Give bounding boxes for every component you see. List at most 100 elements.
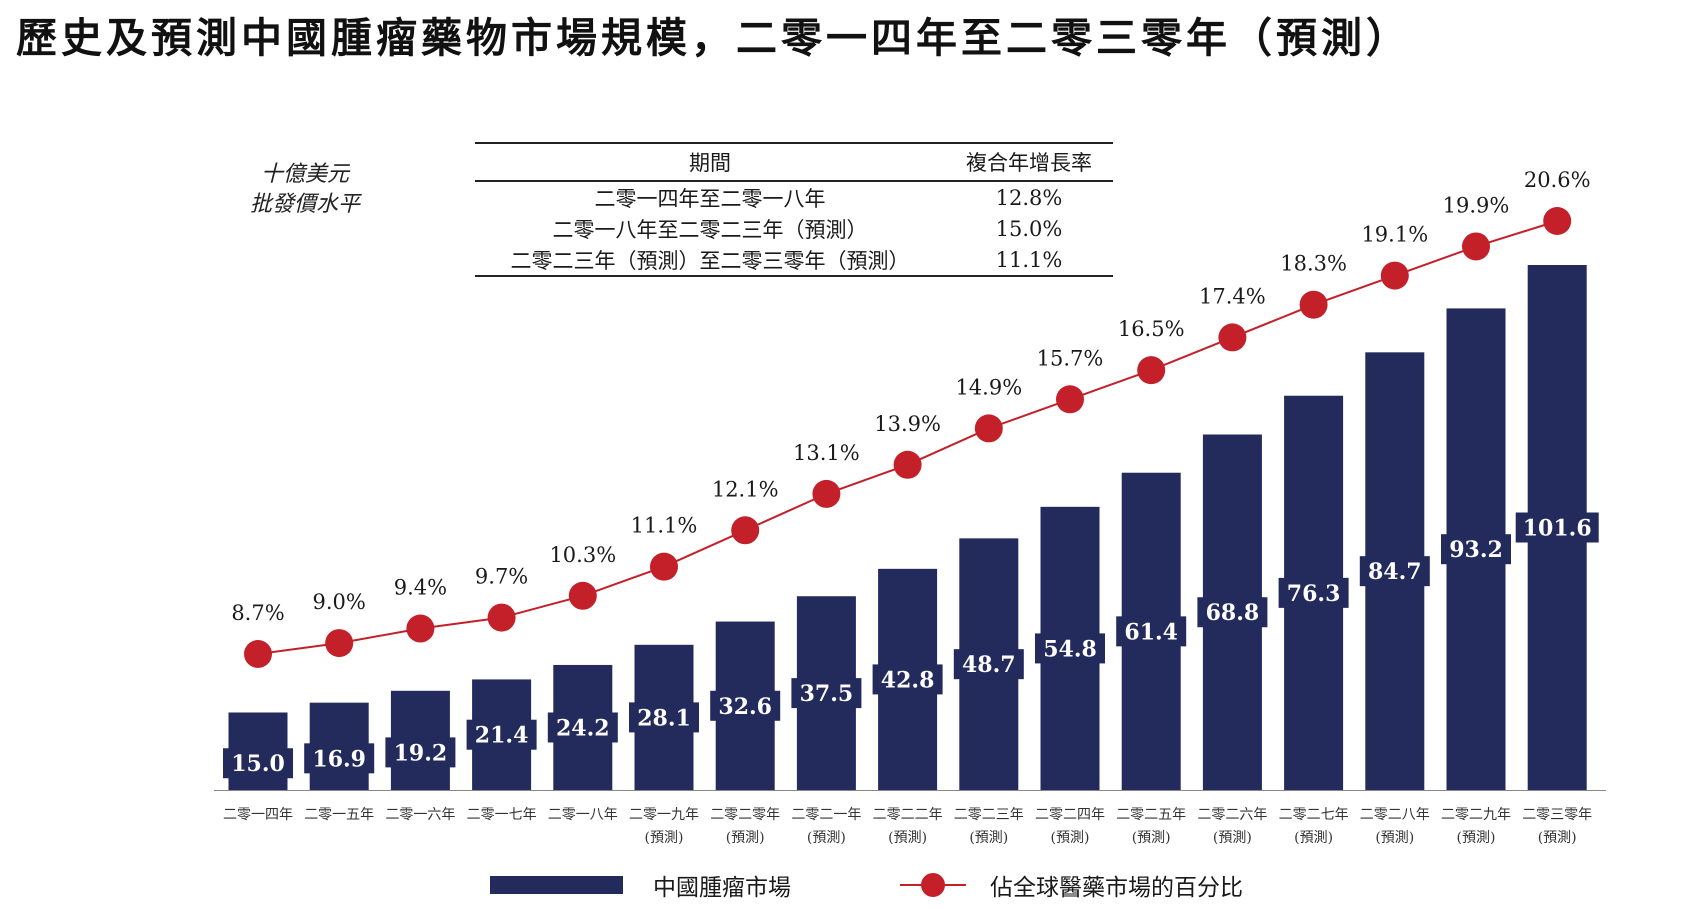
cagr-rate-cell: 15.0%	[995, 216, 1063, 241]
bar-value-label: 76.3	[1287, 581, 1341, 607]
cagr-table-header: 期間 複合年增長率	[475, 142, 1113, 182]
x-tick-label: 二零二零年	[710, 807, 780, 823]
cagr-header-rate: 複合年增長率	[945, 142, 1113, 182]
cagr-header-period: 期間	[475, 142, 945, 182]
bar-label-bg	[710, 690, 781, 721]
percent-point	[812, 479, 841, 508]
percent-label: 9.4%	[394, 576, 447, 600]
percent-label: 9.0%	[313, 590, 366, 614]
x-tick-label: (預測)	[645, 830, 684, 846]
x-tick-label: (預測)	[888, 830, 927, 846]
percent-label: 9.7%	[475, 565, 528, 589]
percent-point	[325, 629, 354, 658]
percent-point	[1462, 232, 1490, 261]
bar-value-label: 68.8	[1206, 600, 1260, 626]
percent-point	[974, 414, 1003, 443]
legend-line-swatch	[900, 873, 966, 897]
bar-value-label: 16.9	[312, 746, 366, 772]
cagr-rate-cell: 12.8%	[995, 185, 1063, 210]
bar-label-bg	[791, 678, 862, 709]
x-tick-label: 二零二七年	[1279, 807, 1349, 823]
percent-point	[244, 640, 272, 668]
bar-value-label: 28.1	[637, 705, 691, 731]
percent-label: 17.4%	[1199, 284, 1266, 308]
percent-label: 13.9%	[874, 412, 941, 436]
percent-label: 10.3%	[549, 543, 616, 567]
chart-title: 歷史及預測中國腫瘤藥物市場規模，二零一四年至二零三零年（預測）	[16, 14, 1411, 62]
bar-label-bg	[953, 649, 1024, 680]
bar-value-label: 32.6	[718, 694, 772, 720]
percent-label: 12.1%	[712, 477, 779, 501]
percent-label: 19.9%	[1443, 193, 1510, 217]
bar-label-bg	[1197, 597, 1268, 628]
percent-point	[893, 450, 922, 479]
bar-value-label: 19.2	[394, 740, 448, 766]
bar-label-bg	[872, 664, 943, 695]
legend-bar-label: 中國腫瘤市場	[653, 875, 791, 901]
x-tick-label: (預測)	[1538, 830, 1577, 846]
bar-label-bg	[1515, 512, 1599, 543]
x-tick-label: (預測)	[1375, 830, 1414, 846]
x-tick-label: 二零一六年	[385, 807, 455, 823]
bar-value-label: 15.0	[231, 751, 285, 777]
legend-bar-swatch	[490, 876, 623, 894]
x-tick-label: (預測)	[726, 830, 765, 846]
x-tick-label: 二零二六年	[1197, 807, 1267, 823]
x-tick-label: 二零二五年	[1116, 807, 1186, 823]
bar-label-bg	[547, 712, 618, 743]
x-tick-label: (預測)	[1457, 830, 1496, 846]
bar-label-bg	[304, 743, 375, 774]
cagr-period-cell: 二零一四年至二零一八年	[594, 186, 826, 211]
x-tick-label: (預測)	[969, 830, 1008, 846]
bar-value-label: 24.2	[556, 715, 610, 741]
percent-point	[568, 581, 597, 610]
percent-point	[1299, 290, 1328, 319]
bar-label-bg	[629, 702, 699, 733]
percent-label: 16.5%	[1118, 317, 1185, 341]
bar-label-bg	[1035, 633, 1105, 664]
x-tick-label: 二零三零年	[1522, 807, 1592, 823]
x-tick-label: 二零二二年	[873, 807, 943, 823]
percent-point	[1056, 385, 1084, 414]
bar-value-label: 101.6	[1523, 516, 1592, 542]
legend-line-label: 佔全球醫藥市場的百分比	[990, 875, 1243, 901]
cagr-rate-cell: 11.1%	[945, 244, 1113, 277]
unit-label-line-1: 十億美元	[260, 162, 349, 187]
bar-label-bg	[1116, 616, 1187, 647]
x-tick-label: 二零二三年	[954, 807, 1024, 823]
bar-value-label: 54.8	[1043, 636, 1097, 662]
percent-label: 13.1%	[793, 441, 860, 465]
percent-point	[406, 614, 435, 643]
legend-line: 佔全球醫藥市場的百分比	[900, 868, 1243, 902]
percent-label: 19.1%	[1361, 223, 1428, 247]
bar-value-label: 84.7	[1368, 559, 1422, 585]
x-tick-label: (預測)	[1213, 830, 1252, 846]
x-tick-label: 二零二九年	[1441, 807, 1511, 823]
percent-point	[731, 516, 760, 545]
percent-label: 8.7%	[231, 601, 284, 625]
cagr-period-cell: 二零一八年至二零二三年（預測）	[552, 217, 868, 242]
legend-bar: 中國腫瘤市場	[490, 868, 791, 902]
x-tick-label: 二零二一年	[791, 807, 861, 823]
percent-point	[650, 552, 678, 581]
x-tick-label: 二零一八年	[548, 807, 618, 823]
bar-label-bg	[466, 719, 537, 750]
x-tick-label: 二零一七年	[467, 807, 537, 823]
bar-value-label: 61.4	[1124, 619, 1178, 645]
unit-label: 十億美元 批發價水平	[235, 160, 375, 220]
unit-label-line-2: 批發價水平	[249, 192, 360, 217]
bar-value-label: 48.7	[962, 652, 1016, 678]
bar-label-bg	[223, 748, 293, 779]
cagr-period-cell: 二零二三年（預測）至二零三零年（預測）	[475, 244, 945, 277]
table-row: 二零二三年（預測）至二零三零年（預測） 11.1%	[475, 244, 1113, 277]
bar-value-label: 93.2	[1449, 537, 1503, 563]
x-tick-label: 二零一九年	[629, 807, 699, 823]
percent-point	[1218, 323, 1247, 352]
cagr-table: 期間 複合年增長率 二零一四年至二零一八年 12.8% 二零一八年至二零二三年（…	[475, 142, 1113, 277]
bar-value-label: 21.4	[475, 723, 529, 749]
percent-label: 15.7%	[1037, 346, 1104, 370]
percent-point	[1137, 356, 1166, 385]
bar-label-bg	[1278, 577, 1349, 608]
x-tick-label: (預測)	[1294, 830, 1333, 846]
